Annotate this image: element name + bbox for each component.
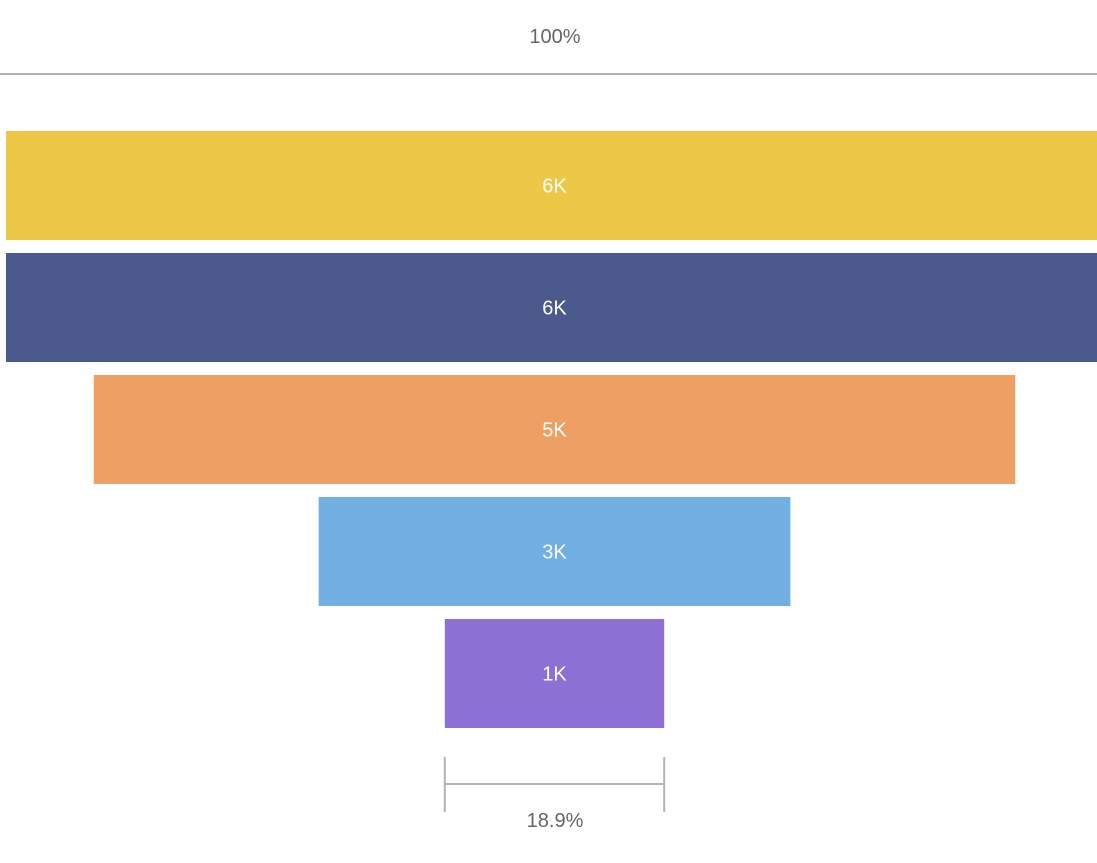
funnel-bar-2	[6, 253, 1097, 362]
funnel-bar-label-1: 6K	[542, 176, 567, 198]
funnel-bar-label-3: 5K	[542, 420, 567, 442]
funnel-bar-label-4: 3K	[542, 542, 567, 564]
funnel-bar-4	[318, 497, 791, 606]
funnel-bar-label-2: 6K	[542, 298, 567, 320]
funnel-bar-5	[444, 619, 665, 728]
funnel-bar-1	[6, 131, 1097, 240]
funnel-bars: 6K 6K 5K 3K 1K	[6, 131, 1097, 728]
conversion-percentage-label: 18.9%	[527, 810, 584, 832]
conversion-bracket	[443, 757, 666, 812]
funnel-bar-3	[93, 375, 1016, 484]
funnel-bar-label-5: 1K	[542, 664, 567, 686]
top-percentage-label: 100%	[529, 26, 580, 48]
